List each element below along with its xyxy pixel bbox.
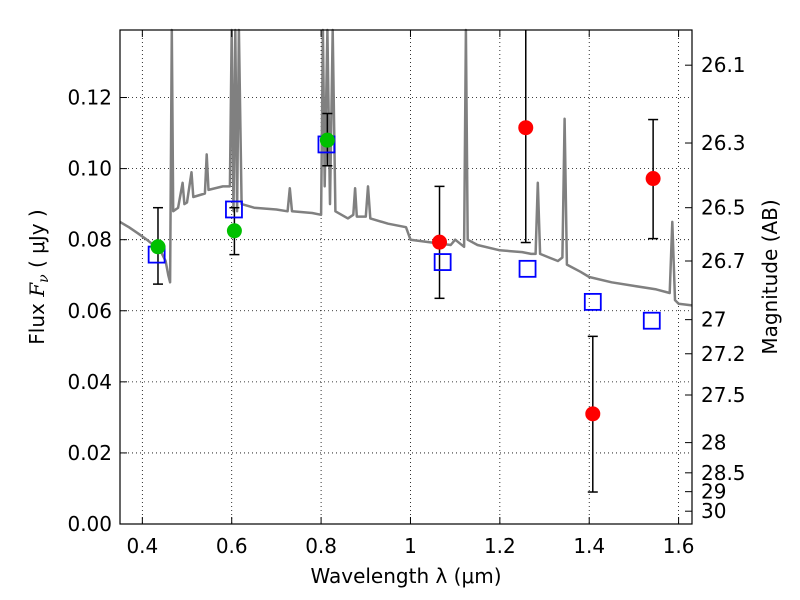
data-point-marker <box>319 132 335 148</box>
right-tick-label: 26.3 <box>701 131 746 155</box>
right-tick-label: 26.5 <box>701 196 746 220</box>
y-axis-label-sub: ν <box>36 274 52 283</box>
right-tick-label: 26.1 <box>701 53 746 77</box>
x-tick-label: 1.6 <box>663 534 695 558</box>
markers <box>147 120 661 422</box>
x-tick-label: 1 <box>404 534 417 558</box>
x-axis-label: Wavelength λ (μm) <box>310 564 501 588</box>
plot-frame <box>119 29 693 525</box>
y-tick-label: 0.12 <box>67 86 112 110</box>
data-point-marker <box>518 120 534 136</box>
x-tick-label: 1.4 <box>573 534 605 558</box>
y-tick-label: 0.02 <box>67 441 112 465</box>
y-axis-label-post: ( μJy ) <box>25 209 49 274</box>
data-point-marker <box>432 234 448 250</box>
data-point-marker <box>150 239 166 255</box>
model-square-marker <box>225 200 243 219</box>
right-tick-label: 26.7 <box>701 249 746 273</box>
right-tick-label: 28 <box>701 431 726 455</box>
right-tick-label: 27 <box>701 308 726 332</box>
y-tick-label: 0.06 <box>67 299 112 323</box>
y-tick-label: 0.08 <box>67 228 112 252</box>
x-tick-label: 1.2 <box>484 534 516 558</box>
x-tick-label: 0.8 <box>305 534 337 558</box>
right-tick-label: 27.5 <box>701 383 746 407</box>
y-tick-label: 0.10 <box>67 157 112 181</box>
data-point-marker <box>226 223 242 239</box>
model-square-marker <box>518 259 537 278</box>
error-bars <box>152 30 659 493</box>
model-square-marker <box>642 311 661 330</box>
right-tick-label: 27.2 <box>701 342 746 366</box>
model-square-marker <box>433 253 452 271</box>
x-tick-label: 0.6 <box>216 534 248 558</box>
y-axis-label-pre: Flux <box>25 297 49 345</box>
model-square-marker <box>583 292 602 311</box>
y-tick-label: 0.00 <box>67 512 112 536</box>
model-spectrum-path <box>119 28 693 307</box>
data-point-marker <box>645 171 661 187</box>
right-tick-label: 28.5 <box>701 461 746 485</box>
right-axis-label: Magnitude (AB) <box>758 199 782 354</box>
y-tick-label: 0.04 <box>67 370 112 394</box>
ticks: 0.4 0.6 0.8 1 1.2 1.4 1.6 0.00 0.02 0.04 0.06 0.08 0… <box>67 30 746 558</box>
y-axis-label: Flux Fν ( μJy ) <box>25 209 52 344</box>
x-tick-label: 0.4 <box>126 534 158 558</box>
y-axis-label-math: F <box>25 282 49 298</box>
grid <box>120 30 692 525</box>
data-point-marker <box>585 406 601 422</box>
model-spectrum-line <box>119 28 693 307</box>
right-tick-label: 30 <box>701 499 726 523</box>
right-tick-label: 29 <box>701 480 726 504</box>
